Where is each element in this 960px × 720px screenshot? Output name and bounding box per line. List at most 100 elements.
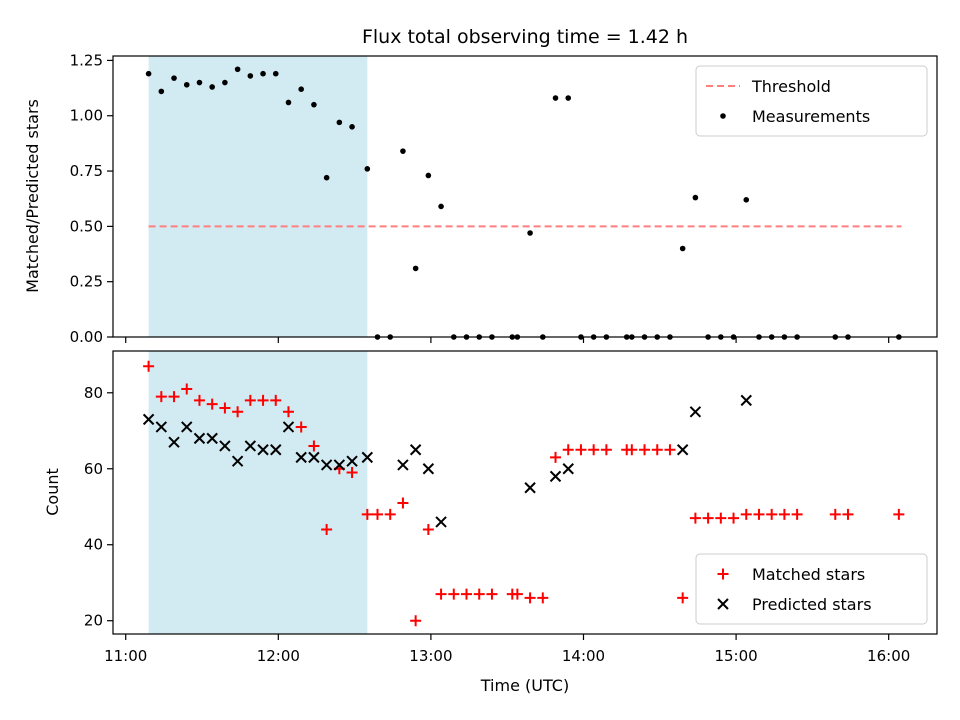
data-point bbox=[222, 79, 228, 86]
data-point bbox=[333, 459, 346, 471]
y-tick-label: 0.50 bbox=[70, 217, 103, 235]
data-point bbox=[552, 95, 559, 101]
data-point bbox=[155, 421, 168, 433]
legend-x-swatch bbox=[717, 598, 729, 610]
legend-plus-swatch bbox=[717, 568, 729, 580]
series-predicted-stars bbox=[142, 394, 752, 528]
x-tick-label: 15:00 bbox=[714, 647, 757, 665]
x-tick-label: 11:00 bbox=[104, 647, 147, 665]
y-tick-label: 0.25 bbox=[70, 273, 103, 291]
data-point bbox=[257, 394, 269, 406]
data-point bbox=[168, 391, 180, 403]
data-point bbox=[193, 432, 206, 445]
legend-dot-swatch bbox=[720, 113, 726, 119]
data-point bbox=[155, 391, 167, 403]
data-point bbox=[842, 508, 854, 520]
data-point bbox=[664, 444, 676, 456]
data-point bbox=[740, 508, 752, 520]
data-point bbox=[158, 88, 165, 95]
data-point bbox=[588, 444, 600, 456]
data-point bbox=[196, 79, 203, 86]
data-point bbox=[400, 148, 406, 154]
data-point bbox=[145, 70, 152, 77]
x-axis-label: Time (UTC) bbox=[480, 676, 569, 695]
data-point bbox=[791, 508, 803, 520]
data-point bbox=[364, 166, 371, 172]
data-point bbox=[740, 394, 752, 407]
data-point bbox=[600, 444, 612, 456]
data-point bbox=[384, 508, 396, 520]
legend-box bbox=[695, 553, 928, 625]
y-tick-label: 20 bbox=[84, 612, 103, 630]
y-tick-label: 80 bbox=[84, 384, 103, 402]
data-point bbox=[651, 444, 663, 456]
data-point bbox=[270, 444, 282, 456]
data-point bbox=[219, 440, 231, 452]
y-tick-label: 40 bbox=[84, 536, 103, 554]
data-point bbox=[142, 413, 155, 426]
data-point bbox=[639, 444, 651, 456]
data-point bbox=[206, 432, 218, 445]
data-point bbox=[244, 394, 256, 406]
legend-label: Threshold bbox=[751, 77, 831, 96]
data-point bbox=[565, 95, 572, 101]
data-point bbox=[323, 174, 330, 181]
observing-span-shade bbox=[148, 56, 368, 337]
data-point bbox=[311, 101, 317, 108]
data-point bbox=[829, 508, 841, 520]
data-point bbox=[295, 451, 307, 464]
x-tick-label: 13:00 bbox=[409, 647, 452, 665]
data-point bbox=[244, 440, 257, 452]
data-point bbox=[193, 394, 205, 406]
data-point bbox=[260, 70, 266, 77]
data-point bbox=[247, 73, 254, 79]
data-point bbox=[689, 406, 702, 418]
x-tick-label: 14:00 bbox=[562, 647, 605, 665]
data-point bbox=[562, 444, 574, 456]
data-point bbox=[320, 459, 333, 471]
data-point bbox=[778, 508, 790, 520]
data-point bbox=[893, 508, 905, 520]
data-point bbox=[626, 444, 638, 456]
data-point bbox=[728, 512, 740, 524]
data-point bbox=[234, 66, 241, 73]
data-point bbox=[295, 421, 307, 433]
data-point bbox=[209, 84, 215, 90]
data-point bbox=[181, 421, 193, 433]
data-point bbox=[486, 588, 498, 600]
data-point bbox=[321, 524, 333, 536]
data-point bbox=[346, 467, 358, 479]
data-point bbox=[689, 512, 701, 524]
y-tick-label: 0.75 bbox=[70, 162, 103, 180]
data-point bbox=[692, 194, 699, 201]
x-tick-label: 16:00 bbox=[867, 647, 910, 665]
data-point bbox=[438, 203, 444, 210]
data-point bbox=[206, 398, 218, 410]
data-point bbox=[219, 402, 231, 414]
data-point bbox=[183, 81, 190, 88]
data-point bbox=[257, 444, 269, 456]
data-point bbox=[168, 436, 180, 448]
data-point bbox=[181, 383, 193, 395]
data-point bbox=[461, 588, 473, 600]
data-point bbox=[766, 508, 778, 520]
chart-title: Flux total observing time = 1.42 h bbox=[362, 26, 688, 48]
data-point bbox=[702, 512, 714, 524]
data-point bbox=[562, 463, 574, 475]
legend-label: Matched stars bbox=[752, 565, 865, 584]
data-point bbox=[285, 99, 292, 106]
top-panel: 0.00 0.25 0.50 0.75 1.00 1.25 Threshold Measure… bbox=[70, 51, 938, 346]
data-point bbox=[336, 119, 343, 126]
axes-frame bbox=[112, 350, 938, 635]
data-point bbox=[371, 508, 383, 520]
data-point bbox=[349, 124, 355, 130]
data-point bbox=[282, 421, 295, 433]
bottom-y-axis-label: Count bbox=[43, 468, 62, 516]
axes-frame bbox=[112, 55, 938, 338]
data-point bbox=[511, 588, 523, 600]
data-point bbox=[308, 440, 320, 452]
data-point bbox=[435, 516, 447, 528]
data-point bbox=[422, 463, 435, 475]
data-point bbox=[361, 508, 373, 520]
